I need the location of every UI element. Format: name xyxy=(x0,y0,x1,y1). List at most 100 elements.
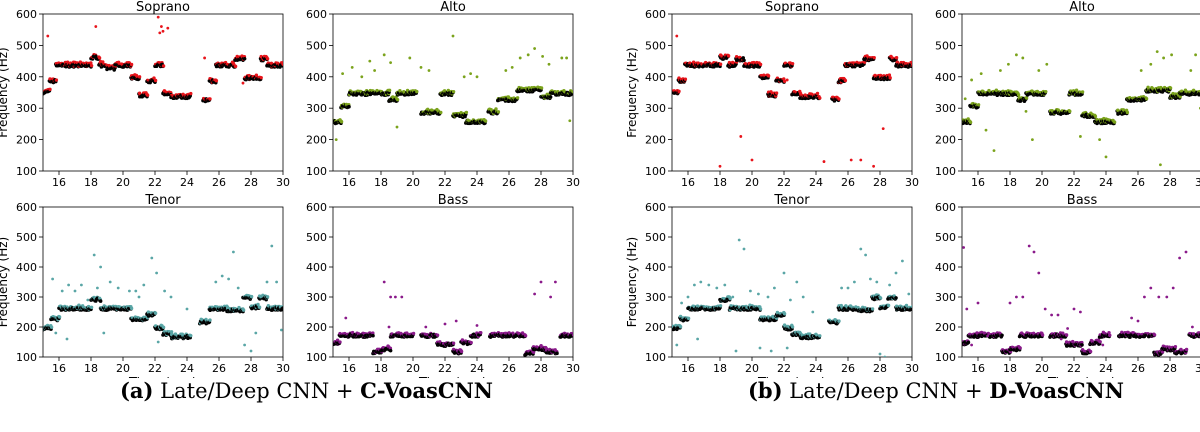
outlier-point xyxy=(46,34,50,38)
x-tick-label: 22 xyxy=(438,362,452,375)
x-tick-label: 26 xyxy=(502,362,516,375)
outlier-point xyxy=(161,29,165,33)
y-tick-label: 400 xyxy=(16,261,37,274)
estimate-point xyxy=(790,325,795,329)
estimate-point xyxy=(691,60,696,64)
estimate-point xyxy=(259,75,263,80)
outlier-point xyxy=(878,352,882,356)
estimate-point xyxy=(1107,330,1111,335)
estimate-point xyxy=(281,63,283,67)
y-axis-label: Frequency (Hz) xyxy=(625,47,639,138)
x-tick-label: 28 xyxy=(1163,176,1177,189)
outlier-point xyxy=(723,283,727,287)
outlier-point xyxy=(846,286,850,290)
outlier-point xyxy=(166,26,170,30)
estimate-point xyxy=(371,331,375,335)
estimate-point xyxy=(1108,333,1112,337)
outlier-point xyxy=(504,69,508,72)
outlier-point xyxy=(454,319,458,323)
outlier-point xyxy=(99,59,102,63)
estimate-point xyxy=(1168,86,1173,90)
outlier-point xyxy=(60,289,64,293)
estimate-point xyxy=(257,305,262,309)
outlier-point xyxy=(984,128,988,132)
outlier-point xyxy=(737,238,741,242)
y-tick-label: 100 xyxy=(16,165,37,178)
x-tick-label: 22 xyxy=(438,176,452,189)
estimate-point xyxy=(718,304,723,308)
outlier-point xyxy=(408,56,412,60)
x-tick-label: 20 xyxy=(116,176,130,189)
estimate-point xyxy=(459,349,464,354)
outlier-point xyxy=(979,72,983,76)
reference-point xyxy=(742,58,746,63)
estimate-point xyxy=(435,333,440,337)
x-tick-label: 16 xyxy=(342,362,356,375)
outlier-point xyxy=(675,34,679,38)
estimate-point xyxy=(1112,120,1117,124)
outlier-point xyxy=(249,349,253,353)
x-tick-label: 30 xyxy=(276,176,290,189)
reference-point xyxy=(555,351,559,356)
x-tick-label: 18 xyxy=(1003,362,1017,375)
y-tick-label: 400 xyxy=(306,71,327,84)
outlier-point xyxy=(568,119,572,123)
outlier-point xyxy=(368,59,372,63)
estimate-point xyxy=(1068,109,1072,114)
x-tick-label: 22 xyxy=(777,362,791,375)
outlier-point xyxy=(54,331,58,335)
estimate-point xyxy=(1088,349,1093,354)
outlier-point xyxy=(1024,109,1028,113)
estimate-point xyxy=(489,107,493,112)
estimate-point xyxy=(204,317,208,322)
x-tick-label: 28 xyxy=(873,176,887,189)
outlier-point xyxy=(1189,69,1193,72)
outlier-point xyxy=(1194,53,1197,57)
estimate-point xyxy=(894,56,899,60)
reference-point xyxy=(1080,343,1084,347)
x-tick-label: 30 xyxy=(276,362,290,375)
outlier-point xyxy=(475,324,479,327)
estimate-point xyxy=(415,89,419,94)
y-tick-label: 300 xyxy=(16,291,37,304)
x-tick-label: 30 xyxy=(905,362,919,375)
outlier-point xyxy=(859,158,863,162)
outlier-point xyxy=(785,346,789,350)
estimate-point xyxy=(872,55,876,60)
y-tick-label: 300 xyxy=(935,102,956,115)
estimate-point xyxy=(451,89,456,94)
x-tick-label: 18 xyxy=(713,176,727,189)
estimate-point xyxy=(523,334,528,338)
outlier-point xyxy=(883,355,887,357)
outlier-point xyxy=(80,283,83,287)
outlier-point xyxy=(108,280,112,284)
estimate-point xyxy=(887,73,892,77)
x-axis-label: Time (sec) xyxy=(128,376,197,378)
estimate-point xyxy=(459,110,463,115)
outlier-point xyxy=(1159,163,1162,167)
estimate-point xyxy=(1044,89,1048,94)
y-tick-label: 200 xyxy=(645,321,666,334)
y-tick-label: 400 xyxy=(16,71,37,84)
outlier-point xyxy=(185,307,189,311)
outlier-point xyxy=(875,280,879,284)
estimate-point xyxy=(683,77,688,81)
reference-point xyxy=(1000,333,1004,338)
estimate-point xyxy=(818,96,822,100)
estimate-point xyxy=(1064,333,1069,337)
y-tick-label: 400 xyxy=(306,261,327,274)
outlier-point xyxy=(382,280,386,284)
outlier-point xyxy=(693,283,696,287)
outlier-point xyxy=(270,244,274,248)
outlier-point xyxy=(840,286,843,290)
outlier-point xyxy=(782,271,786,275)
estimate-point xyxy=(1061,331,1065,335)
x-tick-label: 16 xyxy=(342,176,356,189)
outlier-point xyxy=(150,256,154,260)
x-tick-label: 16 xyxy=(52,362,66,375)
estimate-point xyxy=(129,306,134,311)
reference-point xyxy=(548,95,553,99)
outlier-point xyxy=(801,295,805,299)
estimate-point xyxy=(89,61,93,65)
